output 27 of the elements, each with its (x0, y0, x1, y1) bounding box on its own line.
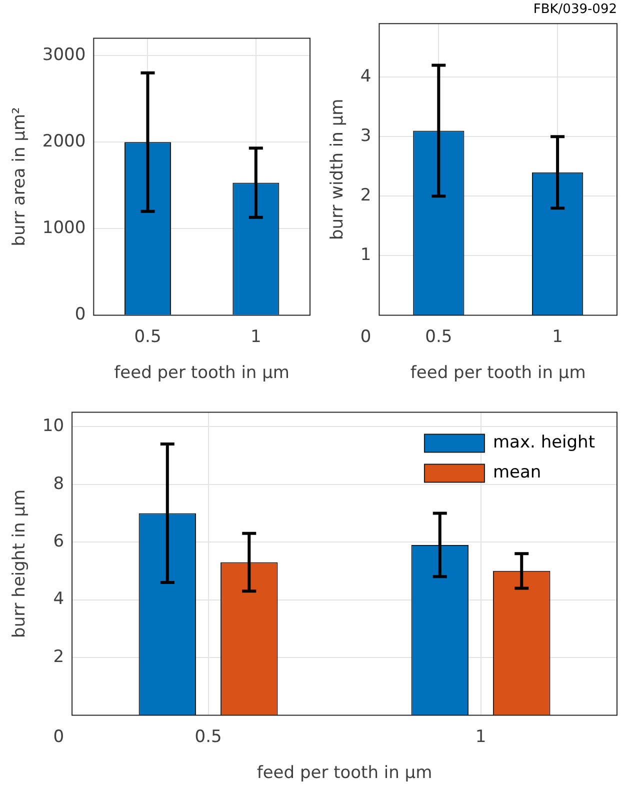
x-tick-label: 1 (552, 326, 563, 347)
x-tick-label: 0.5 (425, 326, 452, 347)
y-tick-label: 4 (53, 589, 64, 610)
x-axis-title: feed per tooth in µm (410, 363, 586, 384)
x-tick-label: 0.5 (194, 726, 222, 747)
y-tick-label: 4 (360, 66, 372, 87)
x-tick-label: 0.5 (134, 326, 162, 347)
x-axis-title: feed per tooth in µm (114, 363, 290, 384)
y-tick-label: 2 (360, 186, 372, 206)
y-tick-label: 2000 (42, 131, 86, 152)
y-tick-label: 1 (360, 245, 372, 266)
y-tick-label: 0 (74, 304, 86, 325)
chart-title: FBK/039-092 (533, 2, 617, 18)
y-tick-label: 6 (53, 531, 64, 552)
legend-label: mean (492, 462, 542, 483)
y-axis-title: burr area in µm² (10, 107, 30, 246)
y-tick-label: 2 (53, 646, 64, 667)
legend-label: max. height (492, 432, 596, 453)
y-tick-label: 1000 (42, 218, 86, 238)
x-tick-label: 1 (250, 326, 262, 347)
y-axis-title: burr height in µm (10, 489, 30, 638)
y-tick-label: 8 (53, 474, 64, 494)
y-tick-label: 3000 (42, 44, 86, 65)
y-axis-title: burr width in µm (328, 98, 348, 240)
x-axis-title: feed per tooth in µm (256, 763, 432, 784)
y-tick-label: 10 (42, 416, 64, 436)
y-tick-label: 3 (360, 126, 372, 146)
